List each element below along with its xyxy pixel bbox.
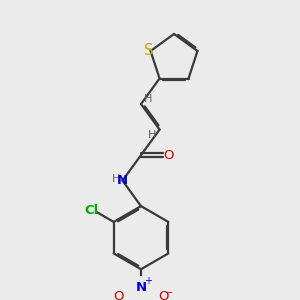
- Text: −: −: [165, 288, 173, 298]
- Text: H: H: [144, 94, 152, 104]
- Text: O: O: [164, 148, 174, 162]
- Text: O: O: [158, 290, 169, 300]
- Text: H: H: [112, 174, 120, 184]
- Text: N: N: [135, 281, 147, 294]
- Text: S: S: [144, 43, 154, 58]
- Text: +: +: [144, 276, 152, 286]
- Text: O: O: [113, 290, 124, 300]
- Text: N: N: [117, 174, 128, 187]
- Text: H: H: [148, 130, 157, 140]
- Text: Cl: Cl: [84, 204, 98, 217]
